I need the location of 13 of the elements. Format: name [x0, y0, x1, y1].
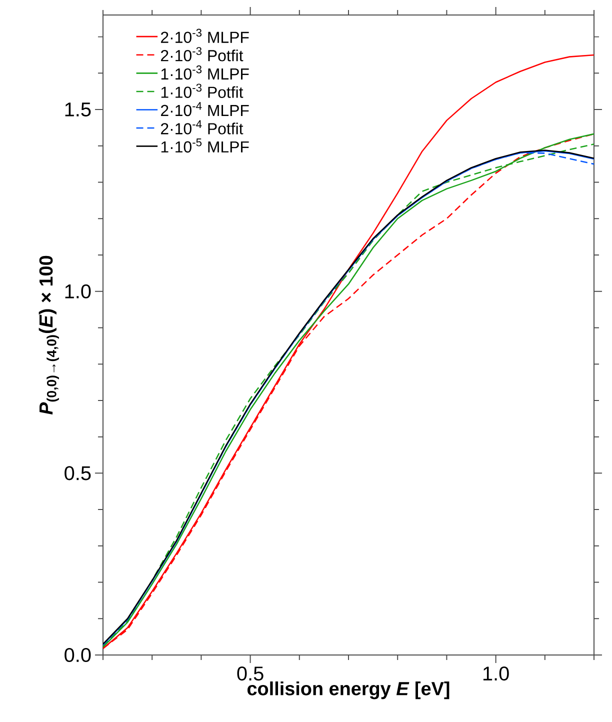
- y-tick-label: 1.0: [65, 284, 91, 298]
- y-tick-label: 0.0: [64, 648, 91, 662]
- legend-label: 1·10$^{-3}$ Potfit: [161, 84, 244, 98]
- y-tick-label: 0.5: [64, 466, 91, 480]
- y-axis-title: P$_{(0,0)→(4,0)}$(E) × 100: [38, 256, 59, 415]
- y-tick-label: 1.5: [65, 102, 91, 116]
- legend-label: 1·10$^{-3}$ MLPF: [161, 65, 249, 80]
- legend-label: 2·10$^{-4}$ MLPF: [160, 102, 249, 116]
- legend-label: 2·10$^{-3}$ Potfit: [160, 47, 244, 62]
- x-axis-title: collision energy E [eV]: [247, 681, 450, 700]
- legend-label: 2·10$^{-3}$ MLPF: [160, 28, 249, 43]
- legend-label: 1·10$^{-5}$ MLPF: [161, 138, 249, 153]
- legend-label: 2·10$^{-4}$ Potfit: [160, 120, 244, 134]
